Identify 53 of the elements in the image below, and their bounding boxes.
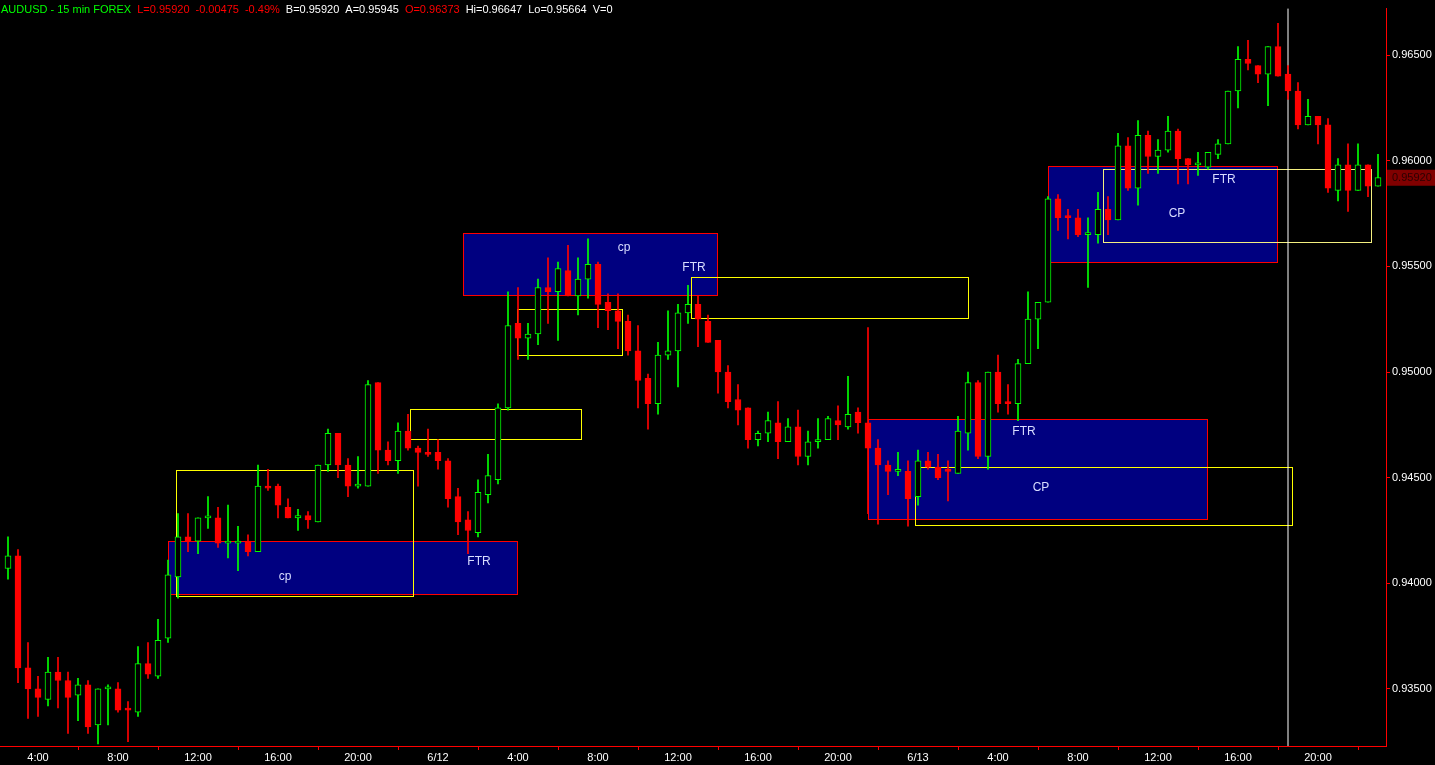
candlestick — [834, 405, 842, 440]
candlestick — [1064, 209, 1072, 240]
candlestick — [1004, 384, 1012, 415]
candlestick — [544, 257, 552, 324]
candlestick — [184, 513, 192, 552]
annotation: cp — [278, 569, 292, 584]
annotation: FTR — [1212, 172, 1236, 187]
annotation: FTR — [1012, 424, 1036, 439]
y-tick-label: 0.95500 — [1392, 259, 1432, 272]
candlestick — [414, 445, 422, 487]
annotation: FTR — [467, 554, 491, 569]
candlestick — [294, 509, 302, 531]
candlestick — [894, 451, 902, 476]
candlestick — [1244, 39, 1252, 71]
x-tick-label: 4:00 — [507, 750, 529, 763]
x-tick-label: 6/13 — [907, 750, 929, 763]
x-tick-label: 20:00 — [344, 750, 372, 763]
candlestick — [304, 511, 312, 529]
y-tick-label: 0.96000 — [1392, 153, 1432, 166]
x-tick-label: 16:00 — [1224, 750, 1252, 763]
y-tick-label: 0.93500 — [1392, 681, 1432, 694]
annotation: cp — [617, 240, 631, 255]
candlestick — [944, 460, 952, 502]
y-tick-label: 0.96500 — [1392, 48, 1432, 61]
y-tick-label: 0.94500 — [1392, 470, 1432, 483]
y-tick-label: 0.95000 — [1392, 365, 1432, 378]
x-tick-label: 12:00 — [664, 750, 692, 763]
text: L=0.95920 -0.00475 -0.49% B=0.95920 A=0.95945 O=0.96373 Hi=0.96647 Lo=0.95664 V=0 — [137, 3, 613, 15]
x-tick-label: 8:00 — [107, 750, 129, 763]
y-tick-label: 0.94000 — [1392, 576, 1432, 589]
x-tick-label: 20:00 — [824, 750, 852, 763]
candlestick — [424, 428, 432, 457]
candlestick — [524, 323, 532, 360]
x-tick-label: 20:00 — [1304, 750, 1332, 763]
candlestick — [614, 293, 622, 350]
x-tick-label: 16:00 — [264, 750, 292, 763]
x-tick-label: 12:00 — [1144, 750, 1172, 763]
candlestick — [264, 468, 272, 491]
x-tick-label: 12:00 — [184, 750, 212, 763]
annotation: CP — [1032, 480, 1050, 495]
x-tick-label: 8:00 — [587, 750, 609, 763]
text: 0.95920 — [1392, 170, 1432, 183]
x-tick-label: 6/12 — [427, 750, 449, 763]
x-tick-label: 4:00 — [27, 750, 49, 763]
x-tick-label: 8:00 — [1067, 750, 1089, 763]
annotation: FTR — [682, 260, 706, 275]
chart-title: AUDUSD - 15 min FOREX — [1, 3, 132, 15]
annotation: CP — [1168, 206, 1186, 221]
x-tick-label: 4:00 — [987, 750, 1009, 763]
candlestick — [814, 418, 822, 449]
x-tick-label: 16:00 — [744, 750, 772, 763]
candlestick — [204, 496, 212, 529]
candlestick — [1084, 217, 1092, 288]
